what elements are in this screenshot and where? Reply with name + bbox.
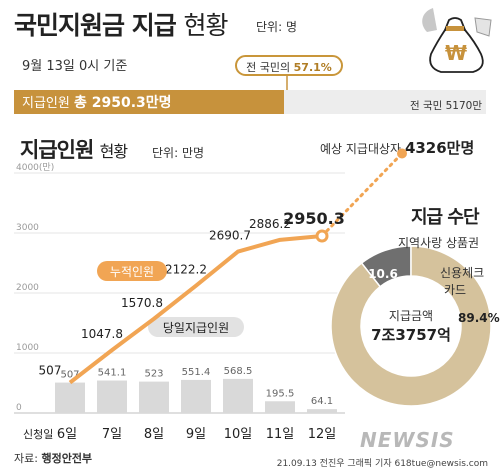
x-category-label: 7일 xyxy=(102,427,122,442)
x-category-day: 10일 xyxy=(224,427,253,442)
chart-unit: 단위: 만명 xyxy=(152,146,205,160)
source-name: 행정안전부 xyxy=(41,452,93,465)
expected-label: 예상 지급대상자 4326만명 xyxy=(320,137,474,158)
x-category-label: 9일 xyxy=(186,427,206,442)
cumulative-series-label: 누적인원 xyxy=(110,265,154,279)
cumulative-label: 2950.3 xyxy=(283,209,345,228)
donut-slice-label: 89.4% xyxy=(458,311,500,325)
x-category-label: 신청일 6일 xyxy=(23,427,77,442)
y-tick-label: 2000 xyxy=(16,283,39,293)
x-category-day: 7일 xyxy=(102,427,122,442)
chart-title: 지급인원 현황 xyxy=(20,134,128,164)
x-category-prefix: 신청일 xyxy=(23,427,57,441)
x-category-day: 6일 xyxy=(57,427,77,442)
donut-slice xyxy=(330,245,492,407)
title-light: 현황 xyxy=(183,11,228,40)
x-category-day: 11일 xyxy=(266,427,295,442)
svg-text:₩: ₩ xyxy=(445,41,467,65)
daily-bar-label: 195.5 xyxy=(266,388,295,399)
daily-bar-label: 568.5 xyxy=(224,366,253,377)
source-prefix: 자료: xyxy=(14,452,38,465)
share-prefix: 전 국민의 xyxy=(246,61,291,74)
donut-slice-label: 10.6 xyxy=(368,267,398,281)
chart-title-bold: 지급인원 xyxy=(20,138,94,162)
projection-point xyxy=(397,148,407,159)
cumulative-label: 1047.8 xyxy=(81,327,123,341)
daily-bar-label: 64.1 xyxy=(311,396,333,407)
y-tick-label: 4000(만) xyxy=(16,162,54,173)
watermark: NEWSIS xyxy=(360,428,455,452)
total-value: 총 2950.3만명 xyxy=(73,95,172,111)
cumulative-label: 2122.2 xyxy=(165,263,207,277)
donut-center-value: 7조3757억 xyxy=(371,326,451,344)
y-tick-label: 3000 xyxy=(16,223,39,233)
expected-value: 4326만명 xyxy=(404,139,475,157)
daily-bar xyxy=(223,378,253,413)
title-unit: 단위: 명 xyxy=(256,20,297,34)
total-progress-fill xyxy=(14,90,284,114)
daily-bar xyxy=(307,409,337,413)
cumulative-point xyxy=(315,229,329,243)
y-tick-label: 1000 xyxy=(16,343,39,353)
page-title: 국민지원금 지급 현황 xyxy=(14,6,228,42)
donut-slice-name-line2: 카드 xyxy=(444,283,466,297)
cumulative-label: 2690.7 xyxy=(209,229,251,243)
source-label: 자료: 행정안전부 xyxy=(14,450,92,466)
daily-bar-label: 551.4 xyxy=(182,367,211,378)
share-badge: 전 국민의 57.1% xyxy=(235,55,343,76)
cumulative-series-badge xyxy=(97,261,167,281)
daily-bar-label: 507 xyxy=(60,370,79,381)
daily-bar xyxy=(55,382,85,413)
cumulative-label: 507 xyxy=(39,364,62,378)
share-value: 57.1% xyxy=(293,61,332,74)
daily-bar xyxy=(97,380,127,413)
payment-method-title: 지급 수단 xyxy=(411,207,480,228)
projection-line xyxy=(320,151,404,238)
cumulative-label: 2886.2 xyxy=(249,217,291,231)
population-label: 전 국민 5170만 xyxy=(409,100,482,112)
x-category-day: 12일 xyxy=(308,427,337,442)
credit-label: 21.09.13 전진우 그래픽 기자 618tue@newsis.com xyxy=(276,459,488,469)
cumulative-label: 1570.8 xyxy=(121,296,163,310)
money-bag-icon: ₩ xyxy=(422,8,492,73)
daily-bar xyxy=(139,381,169,413)
expected-text: 예상 지급대상자 xyxy=(320,142,402,156)
title-bold: 국민지원금 지급 xyxy=(14,11,177,40)
daily-bar-label: 523 xyxy=(144,369,163,380)
daily-bar-label: 541.1 xyxy=(98,368,127,379)
x-category-label: 10일 xyxy=(224,427,253,442)
share-pointer xyxy=(286,75,288,90)
date-label: 9월 13일 0시 기준 xyxy=(22,59,128,74)
donut-slice-name: 지역사랑 상품권 xyxy=(398,236,479,250)
cumulative-line xyxy=(68,233,323,385)
daily-series-badge xyxy=(148,317,244,337)
daily-bar xyxy=(181,379,211,413)
x-category-label: 11일 xyxy=(266,427,295,442)
total-progress-bar xyxy=(14,90,486,114)
x-category-label: 8일 xyxy=(144,427,164,442)
x-category-label: 12일 xyxy=(308,427,337,442)
x-category-day: 9일 xyxy=(186,427,206,442)
donut-center-label: 지급금액 xyxy=(389,309,433,323)
daily-series-label: 당일지급인원 xyxy=(163,321,229,335)
x-category-day: 8일 xyxy=(144,427,164,442)
total-label: 지급인원 총 2950.3만명 xyxy=(22,92,172,112)
donut-hole xyxy=(362,277,460,375)
y-tick-label: 0 xyxy=(16,403,22,413)
total-prefix: 지급인원 xyxy=(22,96,70,111)
chart-title-light: 현황 xyxy=(99,142,128,161)
donut-slice-name-line1: 신용체크 xyxy=(440,266,484,280)
daily-bar xyxy=(265,401,295,413)
